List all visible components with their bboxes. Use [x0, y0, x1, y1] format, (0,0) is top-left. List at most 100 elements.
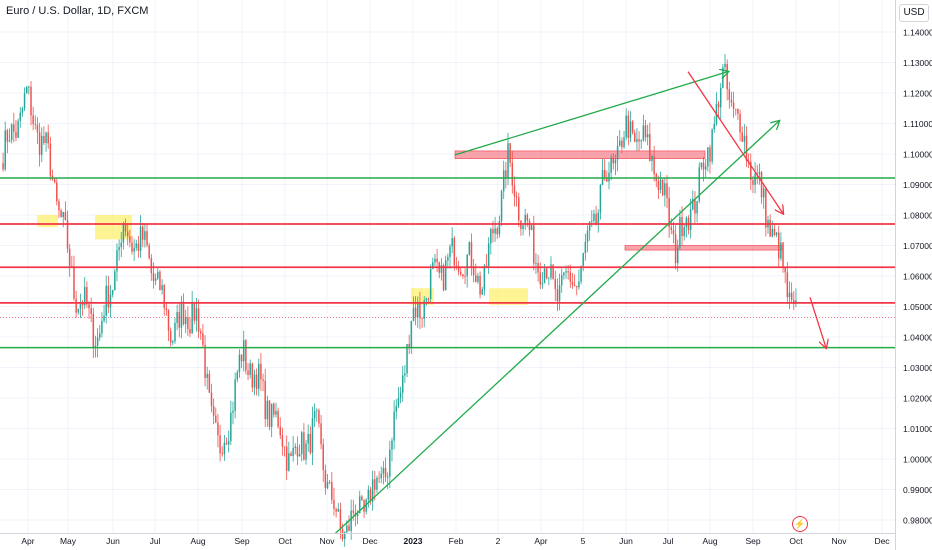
candle-body	[646, 134, 649, 138]
candle-body	[174, 322, 176, 342]
candle-body	[788, 292, 791, 298]
candle-body	[649, 134, 651, 161]
candle-body	[36, 124, 39, 133]
candle-body	[116, 250, 118, 272]
time-tick-label: Aug	[190, 536, 205, 546]
candle-body	[414, 307, 417, 318]
candle-body	[509, 143, 511, 163]
candle-body	[567, 271, 569, 273]
candle-body	[363, 499, 365, 512]
candle-body	[569, 272, 572, 282]
candle-body	[219, 435, 221, 454]
candle-body	[369, 489, 372, 502]
candle-body	[285, 446, 288, 471]
candle-body	[49, 143, 52, 176]
candle-body	[397, 397, 400, 407]
candle-body	[161, 285, 163, 290]
time-tick-label: Dec	[874, 536, 890, 546]
candle-body	[273, 403, 275, 415]
candle-body	[227, 441, 230, 445]
candle-body	[47, 132, 49, 144]
currency-button[interactable]: USD	[899, 4, 929, 22]
candle-body	[38, 132, 41, 155]
candle-body	[318, 410, 320, 424]
candle-body	[634, 132, 636, 142]
candle-body	[777, 232, 780, 259]
candle-body	[232, 410, 234, 413]
candle-body	[322, 444, 324, 471]
candle-body	[685, 217, 688, 228]
time-axis[interactable]: Apr May Jun Jul Aug Sep Oct Nov Dec 2023 Feb 2 Apr 5 J…	[0, 533, 895, 547]
price-axis-bg	[895, 0, 932, 550]
candle-body	[195, 308, 198, 321]
candle-body	[419, 303, 421, 319]
candle-body	[743, 135, 746, 142]
candle-body	[434, 258, 436, 263]
candle-body	[43, 135, 45, 144]
candle-body	[109, 294, 112, 308]
candle-body	[331, 482, 333, 500]
candle-body	[552, 264, 554, 280]
candle-body	[53, 179, 56, 183]
candle-body	[522, 225, 524, 229]
candle-body	[197, 308, 200, 332]
candle-body	[316, 410, 318, 412]
candle-body	[511, 162, 514, 186]
time-tick-label: Nov	[319, 536, 335, 546]
candle-body	[391, 440, 393, 450]
candle-body	[249, 363, 251, 375]
highlight-zone	[489, 288, 528, 305]
time-tick-label: Sep	[745, 536, 760, 546]
candle-body	[515, 196, 518, 198]
candle-body	[126, 231, 129, 237]
time-tick-label: Jun	[619, 536, 633, 546]
candle-body	[571, 281, 574, 285]
candle-body	[154, 278, 157, 281]
time-tick-label: Jun	[106, 536, 120, 546]
candle-body	[674, 234, 677, 264]
candle-body	[533, 225, 535, 264]
candle-body	[350, 510, 352, 532]
candle-body	[4, 130, 6, 170]
candle-body	[2, 163, 4, 170]
candle-body	[131, 242, 133, 252]
price-tick-label: 1.09000	[903, 180, 932, 190]
candle-body	[644, 125, 647, 138]
candle-body	[417, 303, 419, 318]
candle-body	[507, 143, 509, 179]
candle-body	[58, 201, 60, 211]
candle-body	[358, 496, 361, 514]
candle-body	[120, 242, 123, 248]
candle-body	[597, 212, 600, 225]
candle-body	[157, 271, 159, 279]
candle-body	[724, 63, 726, 68]
candle-body	[640, 140, 642, 142]
candle-body	[427, 298, 430, 300]
candle-body	[548, 277, 550, 279]
candle-body	[187, 317, 189, 330]
candle-body	[621, 140, 623, 148]
candle-body	[406, 344, 408, 374]
price-tick-label: 1.03000	[903, 363, 932, 373]
candle-body	[165, 308, 168, 311]
candle-body	[689, 209, 692, 231]
candle-body	[603, 169, 606, 179]
candle-body	[262, 379, 264, 381]
candle-body	[335, 509, 337, 512]
candle-body	[717, 103, 720, 108]
price-tick-label: 1.12000	[903, 89, 932, 99]
candle-body	[535, 262, 537, 264]
candle-body	[490, 229, 492, 244]
candle-body	[146, 231, 148, 246]
candle-body	[86, 287, 88, 305]
candle-body	[56, 182, 58, 202]
candle-body	[103, 315, 105, 321]
flash-icon[interactable]: ⚡	[792, 516, 808, 532]
candle-body	[10, 124, 13, 141]
candle-body	[384, 467, 387, 478]
candle-body	[758, 172, 761, 175]
candle-body	[83, 287, 86, 306]
price-axis[interactable]: 1.14000 1.13000 1.12000 1.11000 1.10000 1.090…	[895, 0, 932, 550]
candle-body	[565, 271, 567, 273]
